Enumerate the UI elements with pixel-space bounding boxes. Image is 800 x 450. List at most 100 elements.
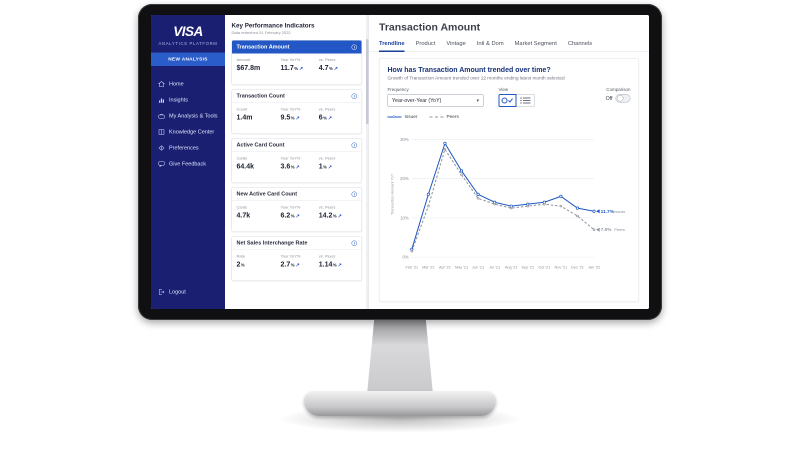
page-title: Transaction Amount — [379, 21, 481, 34]
kpi-scrollbar[interactable] — [366, 15, 369, 309]
sidebar-item-knowledge-center[interactable]: Knowledge Center — [151, 124, 225, 140]
trend-up-icon: ↗ — [327, 164, 333, 171]
svg-text:Oct '21: Oct '21 — [538, 265, 550, 269]
svg-text:20%: 20% — [400, 176, 409, 181]
trend-question: How has Transaction Amount trended over … — [387, 65, 551, 74]
svg-text:Aug '21: Aug '21 — [505, 265, 518, 269]
kpi-panel: Key Performance Indicators Data refreshe… — [225, 15, 369, 309]
tab-product[interactable]: Product — [415, 40, 436, 47]
metric: Cards 4.7k — [237, 205, 281, 219]
trend-description: Growth of Transaction Amount trended ove… — [387, 75, 565, 82]
metric-label: vs. Peers — [318, 205, 336, 210]
trend-up-icon: ↗ — [295, 262, 300, 269]
kpi-card-transaction-amount[interactable]: Transaction Amount i Amount $67.8m Your … — [231, 40, 362, 85]
metric-value: 1% ↗ — [318, 162, 333, 171]
comparison-toggle[interactable] — [615, 94, 631, 103]
kpi-card-title: Transaction Count — [236, 93, 285, 99]
sidebar-item-label: Insights — [169, 97, 188, 103]
info-icon[interactable]: i — [351, 240, 357, 246]
legend-item-issuer[interactable]: Issuer — [387, 114, 418, 120]
metric-value: 6.2% ↗ — [280, 211, 300, 219]
kpi-card-body: Cards 4.7k Your YoY% 6.2% ↗ vs. Peers 14.… — [232, 201, 362, 232]
svg-text:10%: 10% — [400, 215, 409, 220]
metric-label: vs. Peers — [318, 57, 336, 63]
trend-up-icon: ↗ — [295, 115, 300, 122]
metric-value: 4.7% ↗ — [318, 63, 338, 72]
logout-button[interactable]: Logout — [151, 284, 225, 300]
kpi-refresh-date: Data refreshed 01 February 2022 — [231, 30, 291, 36]
info-icon[interactable]: i — [351, 142, 357, 148]
info-icon[interactable]: i — [351, 93, 357, 99]
monitor-stand-neck — [367, 319, 433, 394]
sidebar-item-insights[interactable]: Insights — [151, 92, 225, 108]
sidebar-item-label: My Analysis & Tools — [169, 113, 218, 119]
trend-line-chart: 0% 10% 20% 30% Feb '21 Mar '21 Apr '21 May '21 J… — [391, 137, 626, 269]
svg-text:Issuer: Issuer — [614, 209, 626, 214]
metric-value: 1.14% ↗ — [318, 260, 342, 268]
frequency-select[interactable]: Year-over-Year (YoY) ▾ — [387, 94, 484, 107]
metric: Your YoY% 9.5% ↗ — [280, 107, 318, 121]
issuer-line-swatch — [387, 115, 402, 118]
sidebar-item-my-analysis-tools[interactable]: My Analysis & Tools — [151, 108, 225, 124]
info-icon[interactable]: i — [351, 44, 357, 50]
tab-trendline[interactable]: Trendline — [379, 38, 405, 52]
metric-value: 4.7k — [236, 211, 251, 219]
sidebar-item-give-feedback[interactable]: Give Feedback — [151, 156, 225, 172]
metric: vs. Peers 14.2% ↗ — [319, 205, 357, 219]
scrollbar-thumb[interactable] — [366, 39, 369, 124]
list-view-button[interactable] — [516, 94, 535, 107]
tab-vintage[interactable]: Vintage — [446, 40, 466, 47]
view-toggle — [498, 94, 535, 107]
kpi-card-body: Cards 64.4k Your YoY% 3.6% ↗ vs. Peers 1%… — [232, 152, 362, 183]
svg-text:0%: 0% — [403, 255, 409, 260]
metric: Your YoY% 3.6% ↗ — [280, 156, 318, 170]
comparison-label: Comparison — [606, 87, 631, 92]
frequency-value: Year-over-Year (YoY) — [392, 97, 442, 104]
svg-text:Jun '21: Jun '21 — [472, 265, 484, 269]
book-icon — [158, 129, 165, 136]
metric-label: vs. Peers — [318, 254, 336, 259]
list-icon — [520, 97, 531, 104]
kpi-card-title: Transaction Amount — [236, 44, 290, 50]
bar-chart-icon — [158, 97, 165, 104]
svg-text:7.0%: 7.0% — [601, 227, 613, 233]
trend-up-icon: ↗ — [295, 164, 300, 171]
metric: Your YoY% 6.2% ↗ — [280, 205, 318, 219]
svg-text:30%: 30% — [400, 137, 409, 142]
sidebar-item-home[interactable]: Home — [151, 76, 225, 92]
frequency-label: Frequency — [387, 87, 409, 92]
kpi-card-header: Transaction Count i — [232, 90, 362, 103]
tab-intl-dom[interactable]: Intl & Dom — [476, 40, 504, 47]
toggle-knob — [616, 95, 624, 102]
metric-label: Your YoY% — [280, 156, 301, 161]
svg-text:May '21: May '21 — [455, 265, 468, 269]
legend-label: Issuer — [404, 114, 418, 120]
sidebar-item-label: Preferences — [169, 145, 199, 151]
issuer-marker-icon — [392, 115, 395, 118]
kpi-card-net-sales-interchange-rate[interactable]: Net Sales Interchange Rate i Rate 2% You… — [231, 236, 362, 281]
kpi-card-transaction-count[interactable]: Transaction Count i Count 1.4m Your YoY%… — [231, 89, 362, 134]
sidebar-item-preferences[interactable]: Preferences — [151, 140, 225, 156]
sidebar-item-label: Knowledge Center — [169, 129, 215, 135]
peers-line-swatch — [429, 116, 444, 118]
kpi-panel-title: Key Performance Indicators — [231, 22, 315, 29]
tab-channels[interactable]: Channels — [567, 40, 593, 47]
tab-market-segment[interactable]: Market Segment — [514, 40, 557, 47]
chevron-down-icon: ▾ — [476, 97, 479, 104]
kpi-card-active-card-count[interactable]: Active Card Count i Cards 64.4k Your YoY… — [231, 138, 362, 183]
chart-view-button[interactable] — [498, 94, 517, 107]
info-icon[interactable]: i — [351, 191, 357, 197]
trend-up-icon: ↗ — [299, 66, 304, 72]
trend-card: How has Transaction Amount trended over … — [379, 58, 639, 302]
monitor-stand-base — [304, 391, 496, 416]
kpi-card-new-active-card-count[interactable]: New Active Card Count i Cards 4.7k Your … — [231, 187, 362, 232]
monitor-bezel: VISA ANALYTICS PLATFORM NEW ANALYSIS Hom… — [138, 4, 662, 320]
legend-item-peers[interactable]: Peers — [429, 114, 459, 120]
metric: Cards 64.4k — [237, 156, 281, 170]
metric-label: vs. Peers — [318, 156, 336, 161]
new-analysis-button[interactable]: NEW ANALYSIS — [151, 52, 225, 66]
svg-text:Transaction Amount YoY: Transaction Amount YoY — [391, 173, 395, 215]
metric-label: Amount — [236, 57, 251, 63]
metric-label: Cards — [236, 205, 248, 210]
kpi-card-header: New Active Card Count i — [232, 188, 362, 201]
